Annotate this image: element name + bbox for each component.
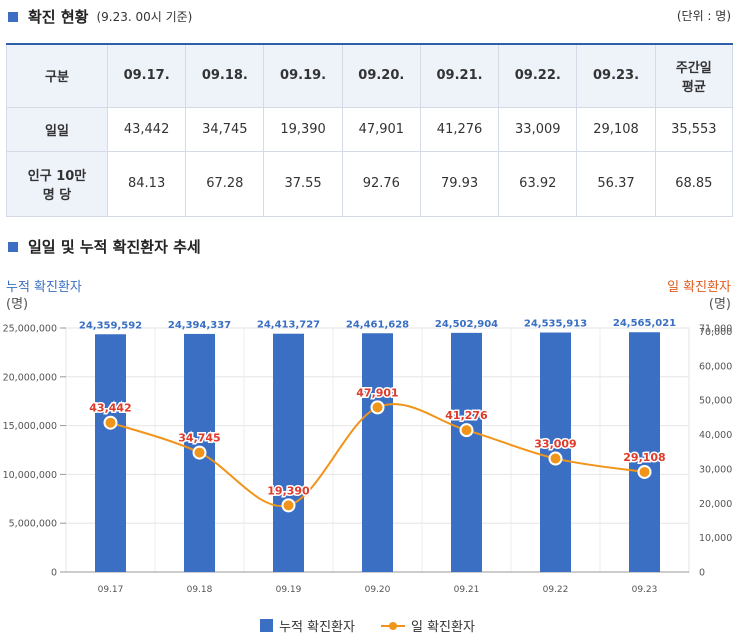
line-value-label: 19,390 (267, 484, 310, 497)
status-table: 구분 09.17. 09.18. 09.19. 09.20. 09.21. 09.22. 09… (6, 43, 734, 217)
x-tick-label: 09.19 (276, 585, 302, 595)
table-cell: 35,553 (654, 106, 734, 152)
right-tick-label: 50,000 (699, 396, 732, 407)
left-tick-label: 5,000,000 (9, 519, 57, 530)
square-bullet-icon (8, 11, 18, 22)
line-value-label: 29,108 (623, 451, 665, 464)
table-row-header: 일일 (6, 106, 108, 152)
table-row: 인구 10만 명 당 84.13 67.28 37.55 92.76 79.93 63.92 5… (6, 150, 734, 217)
line-value-label: 33,009 (534, 438, 576, 451)
legend-line-label: 일 확진환자 (410, 620, 475, 635)
line-point (637, 464, 652, 479)
right-tick-label: 0 (699, 568, 705, 579)
line-point (370, 400, 385, 415)
table-header-cell: 09.22. (498, 43, 578, 108)
right-tick-label: 30,000 (699, 464, 732, 475)
legend-line-swatch (380, 619, 405, 632)
table-header-cell: 09.18. (185, 43, 265, 108)
legend-bar-label: 누적 확진환자 (279, 620, 355, 635)
table-cell: 56.37 (576, 150, 656, 217)
right-tick-label: 60,000 (699, 361, 732, 372)
table-header-row: 구분 09.17. 09.18. 09.19. 09.20. 09.21. 09.22. 09… (6, 43, 734, 108)
bar (362, 333, 393, 572)
left-axis-unit: (명) (6, 297, 29, 312)
table-cell: 34,745 (185, 106, 265, 152)
bar-value-label: 24,535,913 (524, 319, 587, 330)
right-tick-label: 70,000 (699, 327, 732, 338)
table-row: 일일 43,442 34,745 19,390 47,901 41,276 33,009 29… (6, 106, 734, 152)
table-header-cell: 09.23. (576, 43, 656, 108)
table-cell: 92.76 (341, 150, 421, 217)
bar-value-label: 24,502,904 (435, 319, 498, 330)
bar-value-label: 24,359,592 (79, 320, 142, 331)
table-cell: 47,901 (341, 106, 421, 152)
section-subtitle: (9.23. 00시 기준) (96, 10, 193, 24)
line-point (103, 415, 118, 430)
bar-value-label: 24,394,337 (168, 320, 231, 331)
legend-bar-swatch (260, 619, 274, 632)
table-cell: 41,276 (419, 106, 500, 152)
line-point (548, 451, 563, 466)
table-cell: 19,390 (263, 106, 343, 152)
table-row-header: 인구 10만 명 당 (6, 150, 108, 217)
table-cell: 37.55 (263, 150, 343, 217)
table-header-cell: 09.17. (106, 43, 187, 108)
line-value-label: 43,442 (89, 402, 131, 415)
bar-value-label: 24,413,727 (257, 320, 320, 331)
left-tick-label: 0 (51, 568, 57, 579)
right-tick-label: 71,000 (699, 324, 732, 335)
table-header-cell: 주간일 평균 (654, 43, 734, 108)
x-tick-label: 09.23 (632, 585, 658, 595)
x-tick-label: 09.20 (365, 585, 391, 595)
left-tick-label: 15,000,000 (3, 421, 57, 432)
table-header-cell: 09.19. (263, 43, 343, 108)
right-tick-label: 10,000 (699, 533, 732, 544)
bar (273, 333, 304, 572)
section-title: 확진 현황 (28, 8, 89, 26)
unit-label: (단위 : 명) (676, 9, 731, 23)
bar-value-label: 24,461,628 (346, 319, 409, 330)
line-point (192, 445, 207, 460)
bar (629, 332, 660, 572)
left-axis-title: 누적 확진환자 (명) (6, 279, 82, 313)
table-cell: 67.28 (185, 150, 265, 217)
line-value-label: 47,901 (356, 386, 398, 399)
table-header-cell: 09.21. (419, 43, 500, 108)
line-value-label: 41,276 (445, 409, 488, 422)
section-title: 일일 및 누적 확진환자 추세 (28, 238, 201, 256)
square-bullet-icon (8, 241, 18, 252)
left-tick-label: 20,000,000 (3, 372, 57, 383)
x-tick-label: 09.17 (98, 585, 124, 595)
left-tick-label: 25,000,000 (3, 324, 57, 335)
line-value-label: 34,745 (178, 432, 220, 445)
right-axis-unit: (명) (708, 297, 731, 312)
x-tick-label: 09.22 (543, 585, 569, 595)
table-cell: 84.13 (106, 150, 187, 217)
bar (451, 332, 482, 572)
section-header-trend: 일일 및 누적 확진환자 추세 (8, 236, 201, 257)
table-cell: 79.93 (419, 150, 500, 217)
table-cell: 33,009 (498, 106, 578, 152)
right-axis-title: 일 확진환자 (명) (667, 279, 731, 313)
table-header-cell: 구분 (6, 43, 108, 108)
chart-legend: 누적 확진환자 일 확진환자 (0, 616, 735, 635)
right-tick-label: 40,000 (699, 430, 732, 441)
table-cell: 68.85 (654, 150, 734, 217)
bar-value-label: 24,565,021 (613, 318, 676, 329)
line-point (281, 498, 296, 513)
left-tick-label: 10,000,000 (3, 470, 57, 481)
x-tick-label: 09.21 (454, 585, 480, 595)
left-axis-label: 누적 확진환자 (6, 280, 82, 295)
section-header-status: 확진 현황 (9.23. 00시 기준) (8, 6, 192, 27)
line-point (459, 423, 474, 438)
right-axis-label: 일 확진환자 (667, 280, 731, 295)
right-tick-label: 20,000 (699, 499, 732, 510)
x-tick-label: 09.18 (187, 585, 213, 595)
bar (95, 334, 126, 572)
table-header-cell: 09.20. (341, 43, 421, 108)
